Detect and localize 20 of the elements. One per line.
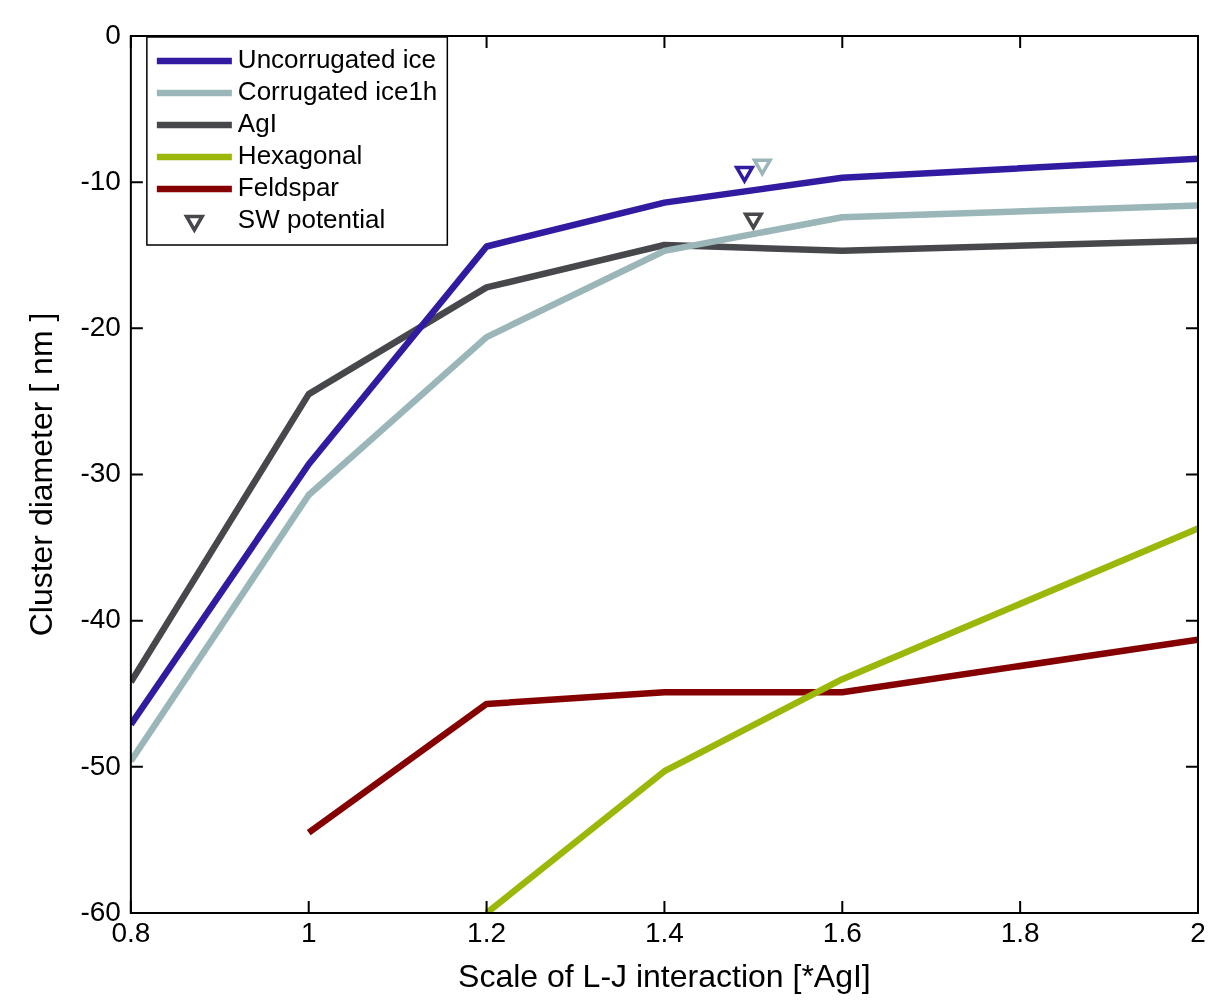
x-tick-label: 1.4 xyxy=(644,916,684,948)
y-axis-title: Cluster diameter [ nm ] xyxy=(23,312,60,637)
x-tick-label: 1.2 xyxy=(467,916,507,948)
x-tick-label: 1.6 xyxy=(822,916,862,948)
legend-label: Corrugated ice1h xyxy=(237,76,438,107)
x-axis-title: Scale of L-J interaction [*AgI] xyxy=(458,957,871,994)
y-tick-label: -20 xyxy=(80,311,121,343)
legend-label: SW potential xyxy=(237,204,386,235)
x-tick-label: 1 xyxy=(300,916,317,948)
y-tick-label: -30 xyxy=(80,457,121,489)
y-tick-label: -40 xyxy=(80,603,121,635)
legend-label: Hexagonal xyxy=(237,140,363,171)
y-tick-label: 0 xyxy=(105,18,121,50)
legend-label: Uncorrugated ice xyxy=(237,44,436,75)
x-tick-label: 2 xyxy=(1190,916,1206,948)
legend-label: Feldspar xyxy=(237,172,340,203)
x-tick-label: 1.8 xyxy=(1000,916,1040,948)
y-tick-label: -50 xyxy=(80,749,121,781)
legend-label: AgI xyxy=(237,108,277,139)
y-tick-label: -10 xyxy=(80,164,121,196)
